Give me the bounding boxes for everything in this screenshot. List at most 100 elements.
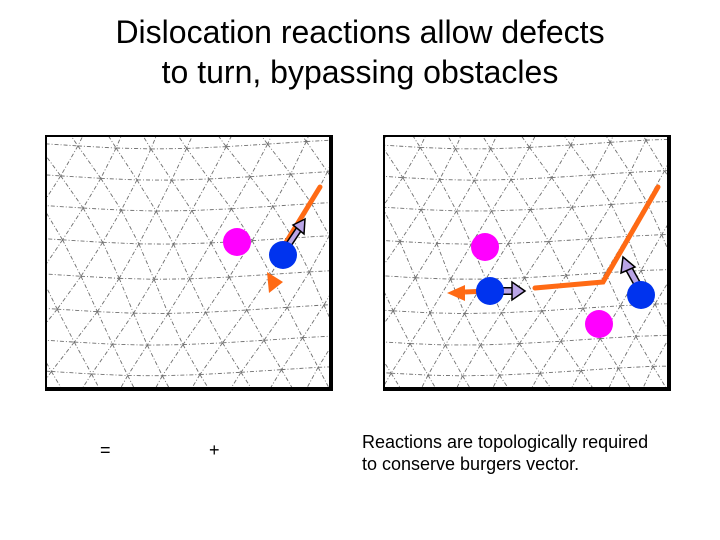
lattice-bond [120, 375, 129, 387]
lattice-bond [82, 207, 104, 243]
lattice-bond [539, 370, 582, 374]
lattice-bond [186, 137, 193, 149]
lattice-bond [100, 178, 122, 211]
lattice-bond [551, 177, 573, 208]
lattice-bond [399, 209, 422, 242]
lattice-bond [641, 269, 667, 271]
lattice-bond [580, 367, 619, 372]
lattice-bond [306, 367, 319, 387]
lattice-bond [240, 340, 265, 373]
magenta-defect-lower [585, 310, 613, 338]
lattice-bond [327, 171, 329, 176]
lattice-bond [589, 238, 606, 273]
lattice-bond [491, 209, 531, 212]
lattice-bond [436, 210, 457, 244]
lattice-bond [447, 137, 456, 150]
lattice-bond [210, 242, 230, 278]
lattice-bond [73, 341, 92, 375]
lattice-bond [385, 241, 401, 264]
lattice-bond [464, 313, 481, 346]
lattice-bond [518, 343, 541, 374]
lattice-bond [524, 277, 543, 312]
lattice-bond [491, 179, 512, 212]
lattice-bond [281, 337, 304, 370]
lattice-bond [100, 147, 117, 179]
slide-title: Dislocation reactions allow defects to t… [115, 14, 605, 90]
lattice-bond [500, 312, 520, 344]
lattice-bond [490, 148, 512, 180]
lattice-bond [485, 243, 509, 280]
lattice-bond [186, 148, 210, 180]
lattice-bond [473, 180, 492, 212]
lattice-bond [462, 374, 500, 377]
lattice-bond [421, 209, 457, 212]
lattice-bond [251, 240, 272, 275]
lattice-bond [606, 137, 611, 143]
lattice-bond [660, 137, 667, 139]
lattice-bond [96, 278, 120, 312]
lattice-bond [51, 371, 62, 387]
lattice-bond [385, 149, 404, 178]
lattice-bond [143, 137, 152, 150]
lattice-bond [645, 139, 667, 141]
lattice-bond [62, 239, 82, 277]
lattice-bond [385, 175, 403, 179]
lattice-bond [629, 139, 647, 173]
lattice-bond [47, 238, 63, 241]
lattice-bond [47, 339, 75, 343]
lattice-bond [455, 148, 475, 181]
lattice-bond [173, 210, 193, 245]
lattice-bond [100, 177, 138, 181]
lattice-bond [652, 366, 667, 387]
lattice-bond [571, 206, 591, 240]
lattice-bond [610, 139, 646, 143]
lattice-bond [617, 367, 631, 387]
lattice-bond [267, 141, 307, 145]
lattice-bond [421, 374, 429, 387]
lattice-bond [162, 374, 200, 377]
lattice-bond [155, 210, 174, 245]
lattice-bond [571, 204, 612, 208]
lattice-bond [439, 179, 457, 212]
lattice-bond [385, 341, 411, 345]
lattice-bond [654, 303, 667, 329]
lattice-bond [529, 144, 571, 148]
lattice-bond [225, 146, 251, 177]
lattice-bond [222, 342, 242, 373]
lattice-bond [491, 210, 509, 244]
lattice-bond [225, 137, 232, 147]
lattice-bond [589, 235, 628, 240]
lattice-bond [57, 308, 98, 313]
lattice-bond [222, 309, 248, 344]
lattice-bond [541, 310, 562, 342]
lattice-bond [580, 338, 601, 371]
lattice-bond [287, 304, 324, 308]
lattice-bond [571, 370, 582, 387]
lattice-bond [150, 137, 157, 150]
lattice-bond [529, 137, 536, 148]
lattice-bond [311, 202, 329, 205]
lattice-bond [519, 340, 561, 345]
lattice-bond [456, 375, 463, 387]
lattice-bond [205, 276, 230, 313]
lattice-bond [605, 270, 642, 274]
lattice-bond [210, 208, 232, 244]
lattice-bond [133, 279, 155, 314]
lattice-bond [161, 344, 184, 377]
lattice-bond [450, 243, 472, 280]
lattice-bond [218, 137, 227, 147]
lattice-bond [409, 343, 429, 376]
lattice-bond [51, 341, 75, 372]
lattice-bond [112, 343, 129, 376]
lattice-bond [74, 341, 113, 345]
lattice-bond [286, 271, 310, 308]
lattice-bond [560, 338, 601, 342]
lattice-bond [96, 311, 113, 345]
lattice-bond [47, 273, 82, 277]
lattice-bond [439, 148, 456, 180]
lattice-bond [444, 313, 465, 346]
lattice-bond [47, 143, 78, 147]
lattice-bond [420, 179, 441, 210]
lattice-bond [82, 373, 92, 387]
lattice-bond [222, 339, 264, 344]
